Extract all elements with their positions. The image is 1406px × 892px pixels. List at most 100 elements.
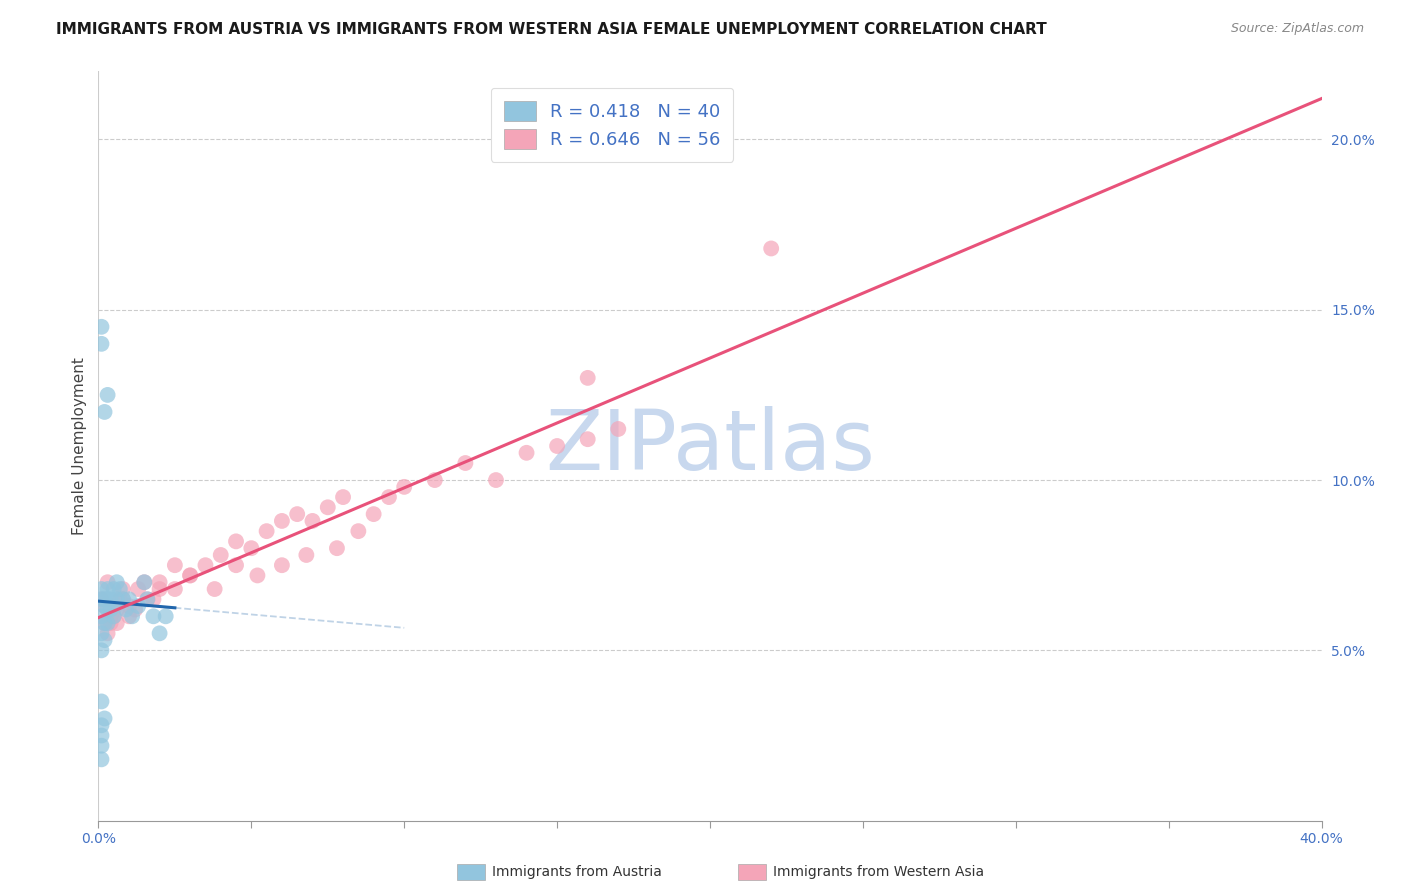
Point: [100, 609, 122, 624]
Point: [204, 582, 226, 596]
Point: [423, 473, 446, 487]
Point: [118, 609, 141, 624]
Point: [115, 602, 138, 616]
Point: [179, 568, 201, 582]
Point: [90, 336, 112, 351]
Point: [97, 626, 120, 640]
Point: [607, 422, 630, 436]
Point: [301, 514, 323, 528]
Point: [134, 575, 156, 590]
Point: [103, 582, 125, 596]
Point: [90, 729, 112, 743]
Point: [256, 524, 278, 538]
Point: [90, 582, 112, 596]
Point: [118, 599, 141, 613]
Point: [485, 473, 508, 487]
Point: [155, 609, 177, 624]
Point: [326, 541, 349, 556]
Point: [111, 592, 134, 607]
Point: [100, 602, 122, 616]
Point: [90, 626, 112, 640]
Point: [163, 582, 186, 596]
Point: [90, 752, 112, 766]
Point: [127, 599, 149, 613]
Point: [546, 439, 568, 453]
Point: [90, 718, 112, 732]
Point: [134, 575, 156, 590]
Text: IMMIGRANTS FROM AUSTRIA VS IMMIGRANTS FROM WESTERN ASIA FEMALE UNEMPLOYMENT CORR: IMMIGRANTS FROM AUSTRIA VS IMMIGRANTS FR…: [56, 22, 1047, 37]
Text: Source: ZipAtlas.com: Source: ZipAtlas.com: [1230, 22, 1364, 36]
Point: [93, 633, 115, 648]
Point: [295, 548, 318, 562]
Point: [103, 609, 125, 624]
Point: [111, 582, 134, 596]
Point: [121, 609, 143, 624]
Text: Immigrants from Western Asia: Immigrants from Western Asia: [773, 865, 984, 880]
Y-axis label: Female Unemployment: Female Unemployment: [72, 357, 87, 535]
Point: [90, 694, 112, 708]
Point: [90, 739, 112, 753]
Point: [316, 500, 339, 515]
Point: [105, 575, 128, 590]
Point: [149, 582, 172, 596]
Point: [93, 616, 115, 631]
Point: [246, 568, 269, 582]
Point: [100, 592, 122, 607]
Point: [100, 616, 122, 631]
Point: [209, 548, 232, 562]
Point: [285, 507, 308, 521]
Point: [118, 592, 141, 607]
Point: [93, 616, 115, 631]
Point: [127, 582, 149, 596]
Point: [90, 609, 112, 624]
Legend: R = 0.418   N = 40, R = 0.646   N = 56: R = 0.418 N = 40, R = 0.646 N = 56: [491, 88, 734, 162]
Point: [136, 592, 159, 607]
Point: [90, 319, 112, 334]
Point: [103, 602, 125, 616]
Point: [179, 568, 201, 582]
Text: ZIPatlas: ZIPatlas: [546, 406, 875, 486]
Point: [97, 616, 120, 631]
Point: [97, 602, 120, 616]
Point: [332, 490, 354, 504]
Point: [93, 405, 115, 419]
Point: [93, 592, 115, 607]
Point: [149, 626, 172, 640]
Point: [163, 558, 186, 573]
Point: [93, 599, 115, 613]
Point: [93, 711, 115, 725]
Point: [270, 514, 292, 528]
Point: [103, 609, 125, 624]
Point: [111, 592, 134, 607]
Point: [97, 388, 120, 402]
Point: [759, 242, 782, 256]
Point: [516, 446, 538, 460]
Point: [363, 507, 385, 521]
Point: [97, 575, 120, 590]
Point: [149, 575, 172, 590]
Point: [225, 534, 247, 549]
Point: [240, 541, 263, 556]
Point: [270, 558, 292, 573]
Point: [225, 558, 247, 573]
Point: [136, 592, 159, 607]
Point: [454, 456, 477, 470]
Point: [108, 582, 131, 596]
Point: [124, 602, 146, 616]
Point: [347, 524, 370, 538]
Point: [142, 609, 165, 624]
Point: [576, 371, 599, 385]
Point: [105, 616, 128, 631]
Point: [105, 602, 128, 616]
Point: [97, 582, 120, 596]
Point: [90, 592, 112, 607]
Point: [90, 643, 112, 657]
Point: [108, 592, 131, 607]
Text: Immigrants from Austria: Immigrants from Austria: [492, 865, 662, 880]
Point: [576, 432, 599, 446]
Point: [97, 592, 120, 607]
Point: [194, 558, 217, 573]
Point: [142, 592, 165, 607]
Point: [90, 592, 112, 607]
Point: [378, 490, 401, 504]
